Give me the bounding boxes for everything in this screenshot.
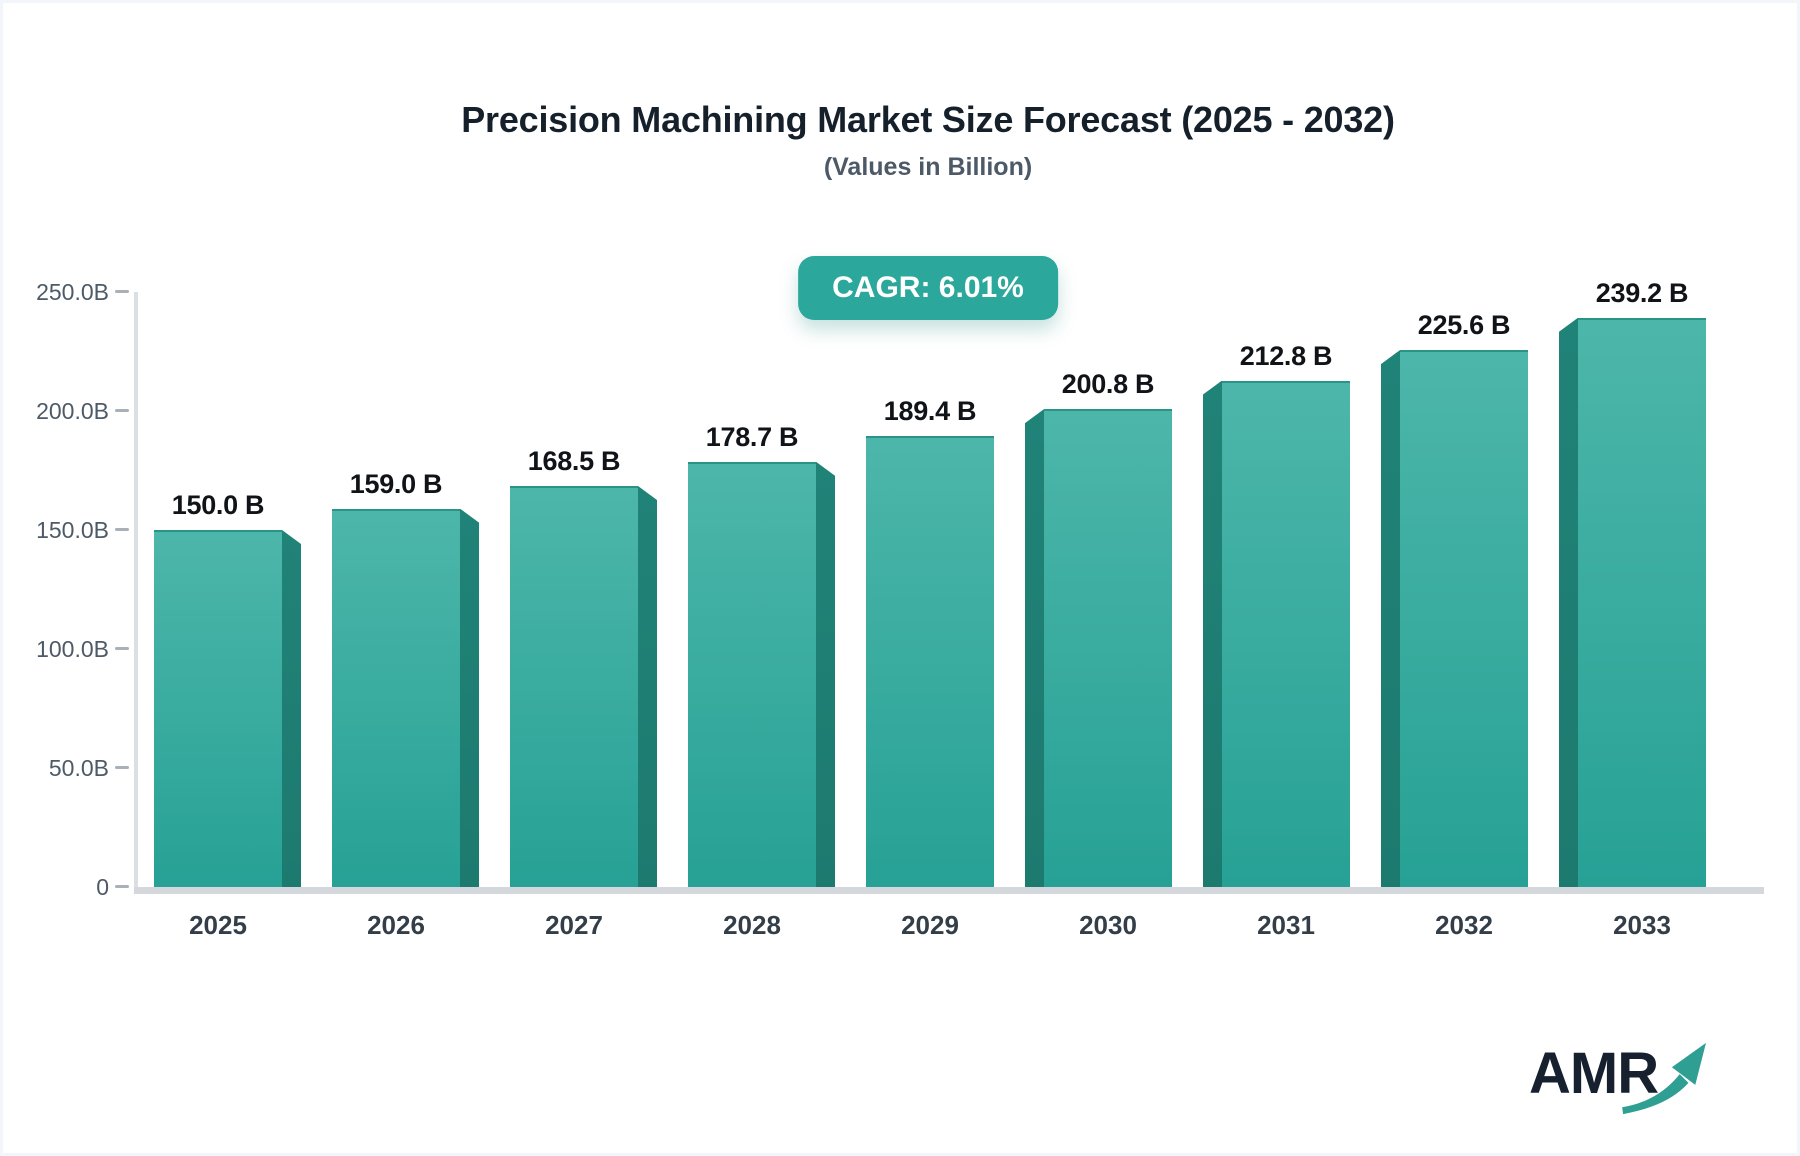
bar-value-label: 239.2 B bbox=[1595, 277, 1689, 308]
x-axis-label: 2028 bbox=[723, 910, 781, 940]
y-axis-tick bbox=[115, 528, 129, 531]
bar-value-label: 225.6 B bbox=[1417, 310, 1511, 341]
chart-title: Precision Machining Market Size Forecast… bbox=[461, 99, 1395, 140]
bar-side-face bbox=[460, 508, 479, 887]
bar-side-face bbox=[1203, 380, 1222, 887]
x-axis-label: 2027 bbox=[545, 910, 603, 940]
bar-value-label: 200.8 B bbox=[1061, 369, 1155, 400]
y-axis-label: 250.0B bbox=[36, 279, 109, 305]
y-axis-label: 150.0B bbox=[36, 517, 109, 543]
x-axis-label: 2030 bbox=[1079, 910, 1137, 940]
bar-value-label: 212.8 B bbox=[1239, 340, 1333, 371]
x-axis-label: 2029 bbox=[901, 910, 959, 940]
bar bbox=[688, 461, 816, 887]
x-axis-label: 2032 bbox=[1435, 910, 1493, 940]
y-axis-label: 0 bbox=[96, 874, 109, 900]
x-axis-baseline bbox=[134, 887, 1764, 894]
bar-value-label: 168.5 B bbox=[527, 445, 621, 476]
growth-arrow-icon bbox=[1622, 1042, 1706, 1115]
x-axis-label: 2031 bbox=[1257, 910, 1315, 940]
y-axis-tick bbox=[115, 290, 129, 293]
cagr-badge: CAGR: 6.01% bbox=[798, 256, 1058, 320]
x-axis-label: 2033 bbox=[1613, 910, 1671, 940]
bar bbox=[154, 530, 282, 887]
y-axis-label: 100.0B bbox=[36, 636, 109, 662]
y-axis-tick bbox=[115, 766, 129, 769]
bar-value-label: 189.4 B bbox=[883, 396, 977, 427]
y-axis-tick bbox=[115, 409, 129, 412]
bar-value-label: 159.0 B bbox=[349, 468, 443, 499]
amr-logo: AMR bbox=[1529, 1033, 1749, 1123]
bar-side-face bbox=[816, 461, 835, 887]
chart-subtitle: (Values in Billion) bbox=[823, 153, 1033, 181]
bar-side-face bbox=[282, 530, 301, 887]
y-axis-label: 50.0B bbox=[48, 755, 109, 781]
bar bbox=[1222, 380, 1350, 887]
bar-side-face bbox=[1381, 350, 1400, 887]
bar-chart: 250.0B 200.0B 150.0B 100.0B 50.0B 0 150.0 B 202… bbox=[3, 3, 1797, 1153]
bar-value-label: 178.7 B bbox=[705, 421, 799, 452]
y-axis-label: 200.0B bbox=[36, 398, 109, 424]
bar bbox=[510, 485, 638, 887]
x-axis-label: 2025 bbox=[189, 910, 247, 940]
y-axis-tick bbox=[115, 647, 129, 650]
x-axis-label: 2026 bbox=[367, 910, 425, 940]
amr-logo-text: AMR bbox=[1529, 1041, 1659, 1106]
bar bbox=[1578, 317, 1706, 887]
bar-value-label: 150.0 B bbox=[171, 490, 265, 520]
bar-side-face bbox=[1025, 409, 1044, 887]
bar bbox=[866, 436, 994, 887]
y-axis-line bbox=[134, 292, 138, 887]
y-axis-tick bbox=[115, 885, 129, 888]
bar bbox=[332, 508, 460, 887]
bar-side-face bbox=[638, 485, 657, 887]
bar bbox=[1044, 409, 1172, 887]
bar bbox=[1400, 350, 1528, 887]
bar-side-face bbox=[1559, 317, 1578, 887]
